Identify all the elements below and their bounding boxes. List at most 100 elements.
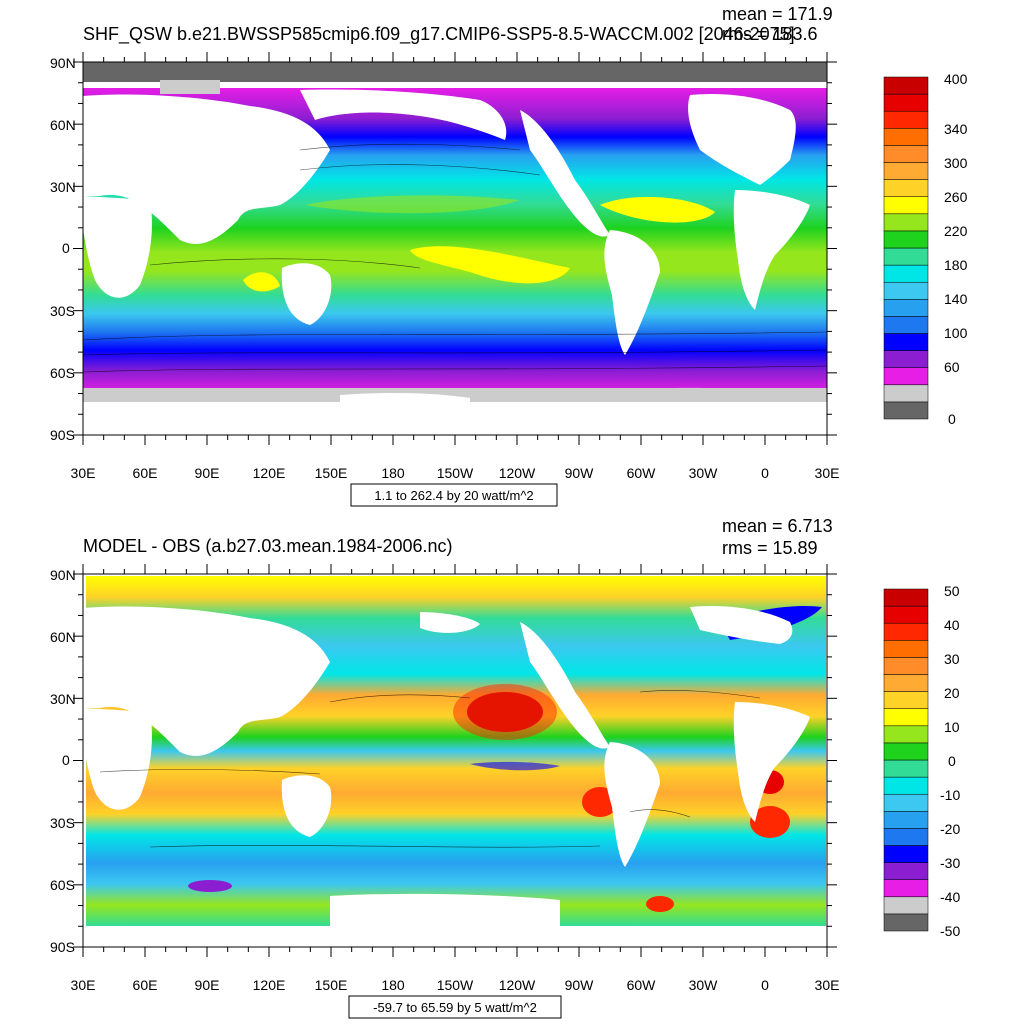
top-colorbar-swatch <box>883 333 929 351</box>
top-lon-label: 120E <box>253 465 286 481</box>
top-mean-label: mean = 171.9 <box>722 4 833 24</box>
bottom-lat-label: 90N <box>50 567 76 583</box>
top-lon-label: 150W <box>437 465 474 481</box>
top-colorbar-swatch <box>883 93 929 112</box>
top-range-label: 1.1 to 262.4 by 20 watt/m^2 <box>374 488 533 503</box>
bottom-lon-label: 180 <box>381 977 405 993</box>
bottom-colorbar-swatch <box>883 776 929 795</box>
top-colorbar-label: 220 <box>944 223 968 239</box>
bottom-colorbar-swatch <box>883 896 929 915</box>
top-colorbar-swatch <box>883 350 929 368</box>
top-lon-label: 60W <box>627 465 657 481</box>
top-lon-label: 150E <box>315 465 348 481</box>
bottom-colorbar-swatch <box>883 811 929 829</box>
top-colorbar-label: 60 <box>944 359 960 375</box>
bottom-colorbar-swatch <box>883 640 929 658</box>
bottom-lon-label: 150E <box>315 977 348 993</box>
top-colorbar-swatch <box>883 281 929 300</box>
bottom-colorbar-swatch <box>883 588 929 607</box>
top-lat-label: 90S <box>50 427 75 443</box>
bottom-colorbar-swatch <box>883 691 929 709</box>
top-colorbar-swatch <box>883 196 929 215</box>
bottom-rms-label: rms = 15.89 <box>722 538 818 558</box>
bottom-lon-label: 0 <box>761 977 769 993</box>
top-lat-label: 30N <box>50 179 76 195</box>
bottom-lon-label: 90W <box>565 977 595 993</box>
bottom-lon-label: 120E <box>253 977 286 993</box>
bottom-colorbar-label: -50 <box>940 923 960 939</box>
bottom-colorbar-swatch <box>883 793 929 812</box>
top-lat-label: 60S <box>50 365 75 381</box>
top-colorbar-swatch <box>883 110 929 129</box>
top-lat-tick-marks <box>73 61 837 436</box>
top-rms-label: rms = 183.6 <box>722 24 818 44</box>
top-lon-label: 90W <box>565 465 595 481</box>
bottom-map-figure: MODEL - OBS (a.b27.03.mean.1984-2006.nc)… <box>50 516 960 1019</box>
top-lon-tick-marks <box>82 52 828 445</box>
top-lon-label: 30E <box>815 465 840 481</box>
top-colorbar-swatch <box>883 128 929 146</box>
bottom-lon-label: 60E <box>133 977 158 993</box>
bottom-colorbar-swatch <box>883 845 929 863</box>
bottom-colorbar-swatch <box>883 674 929 692</box>
bottom-lat-label: 30S <box>50 815 75 831</box>
top-colorbar-label: 100 <box>944 325 968 341</box>
bottom-range-label: -59.7 to 65.59 by 5 watt/m^2 <box>373 1000 537 1015</box>
bottom-lon-label: 60W <box>627 977 657 993</box>
bottom-map-panel: MODEL - OBS (a.b27.03.mean.1984-2006.nc)… <box>0 512 1024 1024</box>
top-lat-label: 0 <box>62 240 70 256</box>
top-colorbar-swatch <box>883 145 929 163</box>
bottom-colorbar-swatch <box>883 862 929 880</box>
top-lat-label: 30S <box>50 303 75 319</box>
bottom-colorbar-swatch <box>883 913 929 932</box>
bottom-lon-tick-marks <box>82 564 828 957</box>
top-colorbar-swatch <box>883 230 929 249</box>
top-colorbar <box>883 76 929 420</box>
top-colorbar-swatch <box>883 367 929 386</box>
bottom-lat-label: 0 <box>62 752 70 768</box>
top-map-field <box>83 62 827 435</box>
top-colorbar-swatch <box>883 179 929 197</box>
bottom-lon-label: 30E <box>815 977 840 993</box>
bottom-lat-tick-marks <box>73 573 837 948</box>
bottom-colorbar-label: 30 <box>944 651 960 667</box>
bottom-colorbar-label: 0 <box>948 753 956 769</box>
bottom-lon-label: 30W <box>689 977 719 993</box>
bottom-colorbar-swatch <box>883 622 929 641</box>
bottom-lon-label: 30E <box>71 977 96 993</box>
bottom-colorbar-swatch <box>883 759 929 778</box>
bottom-colorbar-swatch <box>883 725 929 744</box>
top-lat-label: 90N <box>50 55 76 71</box>
top-colorbar-label: 300 <box>944 155 968 171</box>
top-lon-label: 120W <box>499 465 536 481</box>
top-colorbar-label: 0 <box>948 411 956 427</box>
bottom-colorbar-swatch <box>883 605 929 624</box>
top-colorbar-swatch <box>883 299 929 317</box>
top-lon-label: 0 <box>761 465 769 481</box>
top-map-title: SHF_QSW b.e21.BWSSP585cmip6.f09_g17.CMIP… <box>83 24 795 45</box>
bottom-colorbar-swatch <box>883 708 929 727</box>
bottom-lon-label: 150W <box>437 977 474 993</box>
top-range-box <box>350 483 558 507</box>
bottom-lon-label: 120W <box>499 977 536 993</box>
bottom-colorbar-label: 20 <box>944 685 960 701</box>
top-colorbar-swatch <box>883 162 929 180</box>
top-lon-label: 90E <box>195 465 220 481</box>
bottom-colorbar-label: 10 <box>944 719 960 735</box>
bottom-colorbar-label: 40 <box>944 617 960 633</box>
top-colorbar-swatch <box>883 247 929 266</box>
top-colorbar-swatch <box>883 76 929 95</box>
bottom-lon-label: 90E <box>195 977 220 993</box>
bottom-lat-label: 60S <box>50 877 75 893</box>
top-colorbar-swatch <box>883 401 929 420</box>
bottom-colorbar-swatch <box>883 742 929 761</box>
bottom-map-field <box>83 574 827 947</box>
top-colorbar-swatch <box>883 213 929 232</box>
bottom-lat-label: 90S <box>50 939 75 955</box>
bottom-map-title: MODEL - OBS (a.b27.03.mean.1984-2006.nc) <box>83 536 453 556</box>
top-colorbar-label: 140 <box>944 291 968 307</box>
top-colorbar-label: 260 <box>944 189 968 205</box>
top-map-panel: SHF_QSW b.e21.BWSSP585cmip6.f09_g17.CMIP… <box>0 0 1024 512</box>
top-colorbar-label: 400 <box>944 71 968 87</box>
bottom-mean-label: mean = 6.713 <box>722 516 833 536</box>
